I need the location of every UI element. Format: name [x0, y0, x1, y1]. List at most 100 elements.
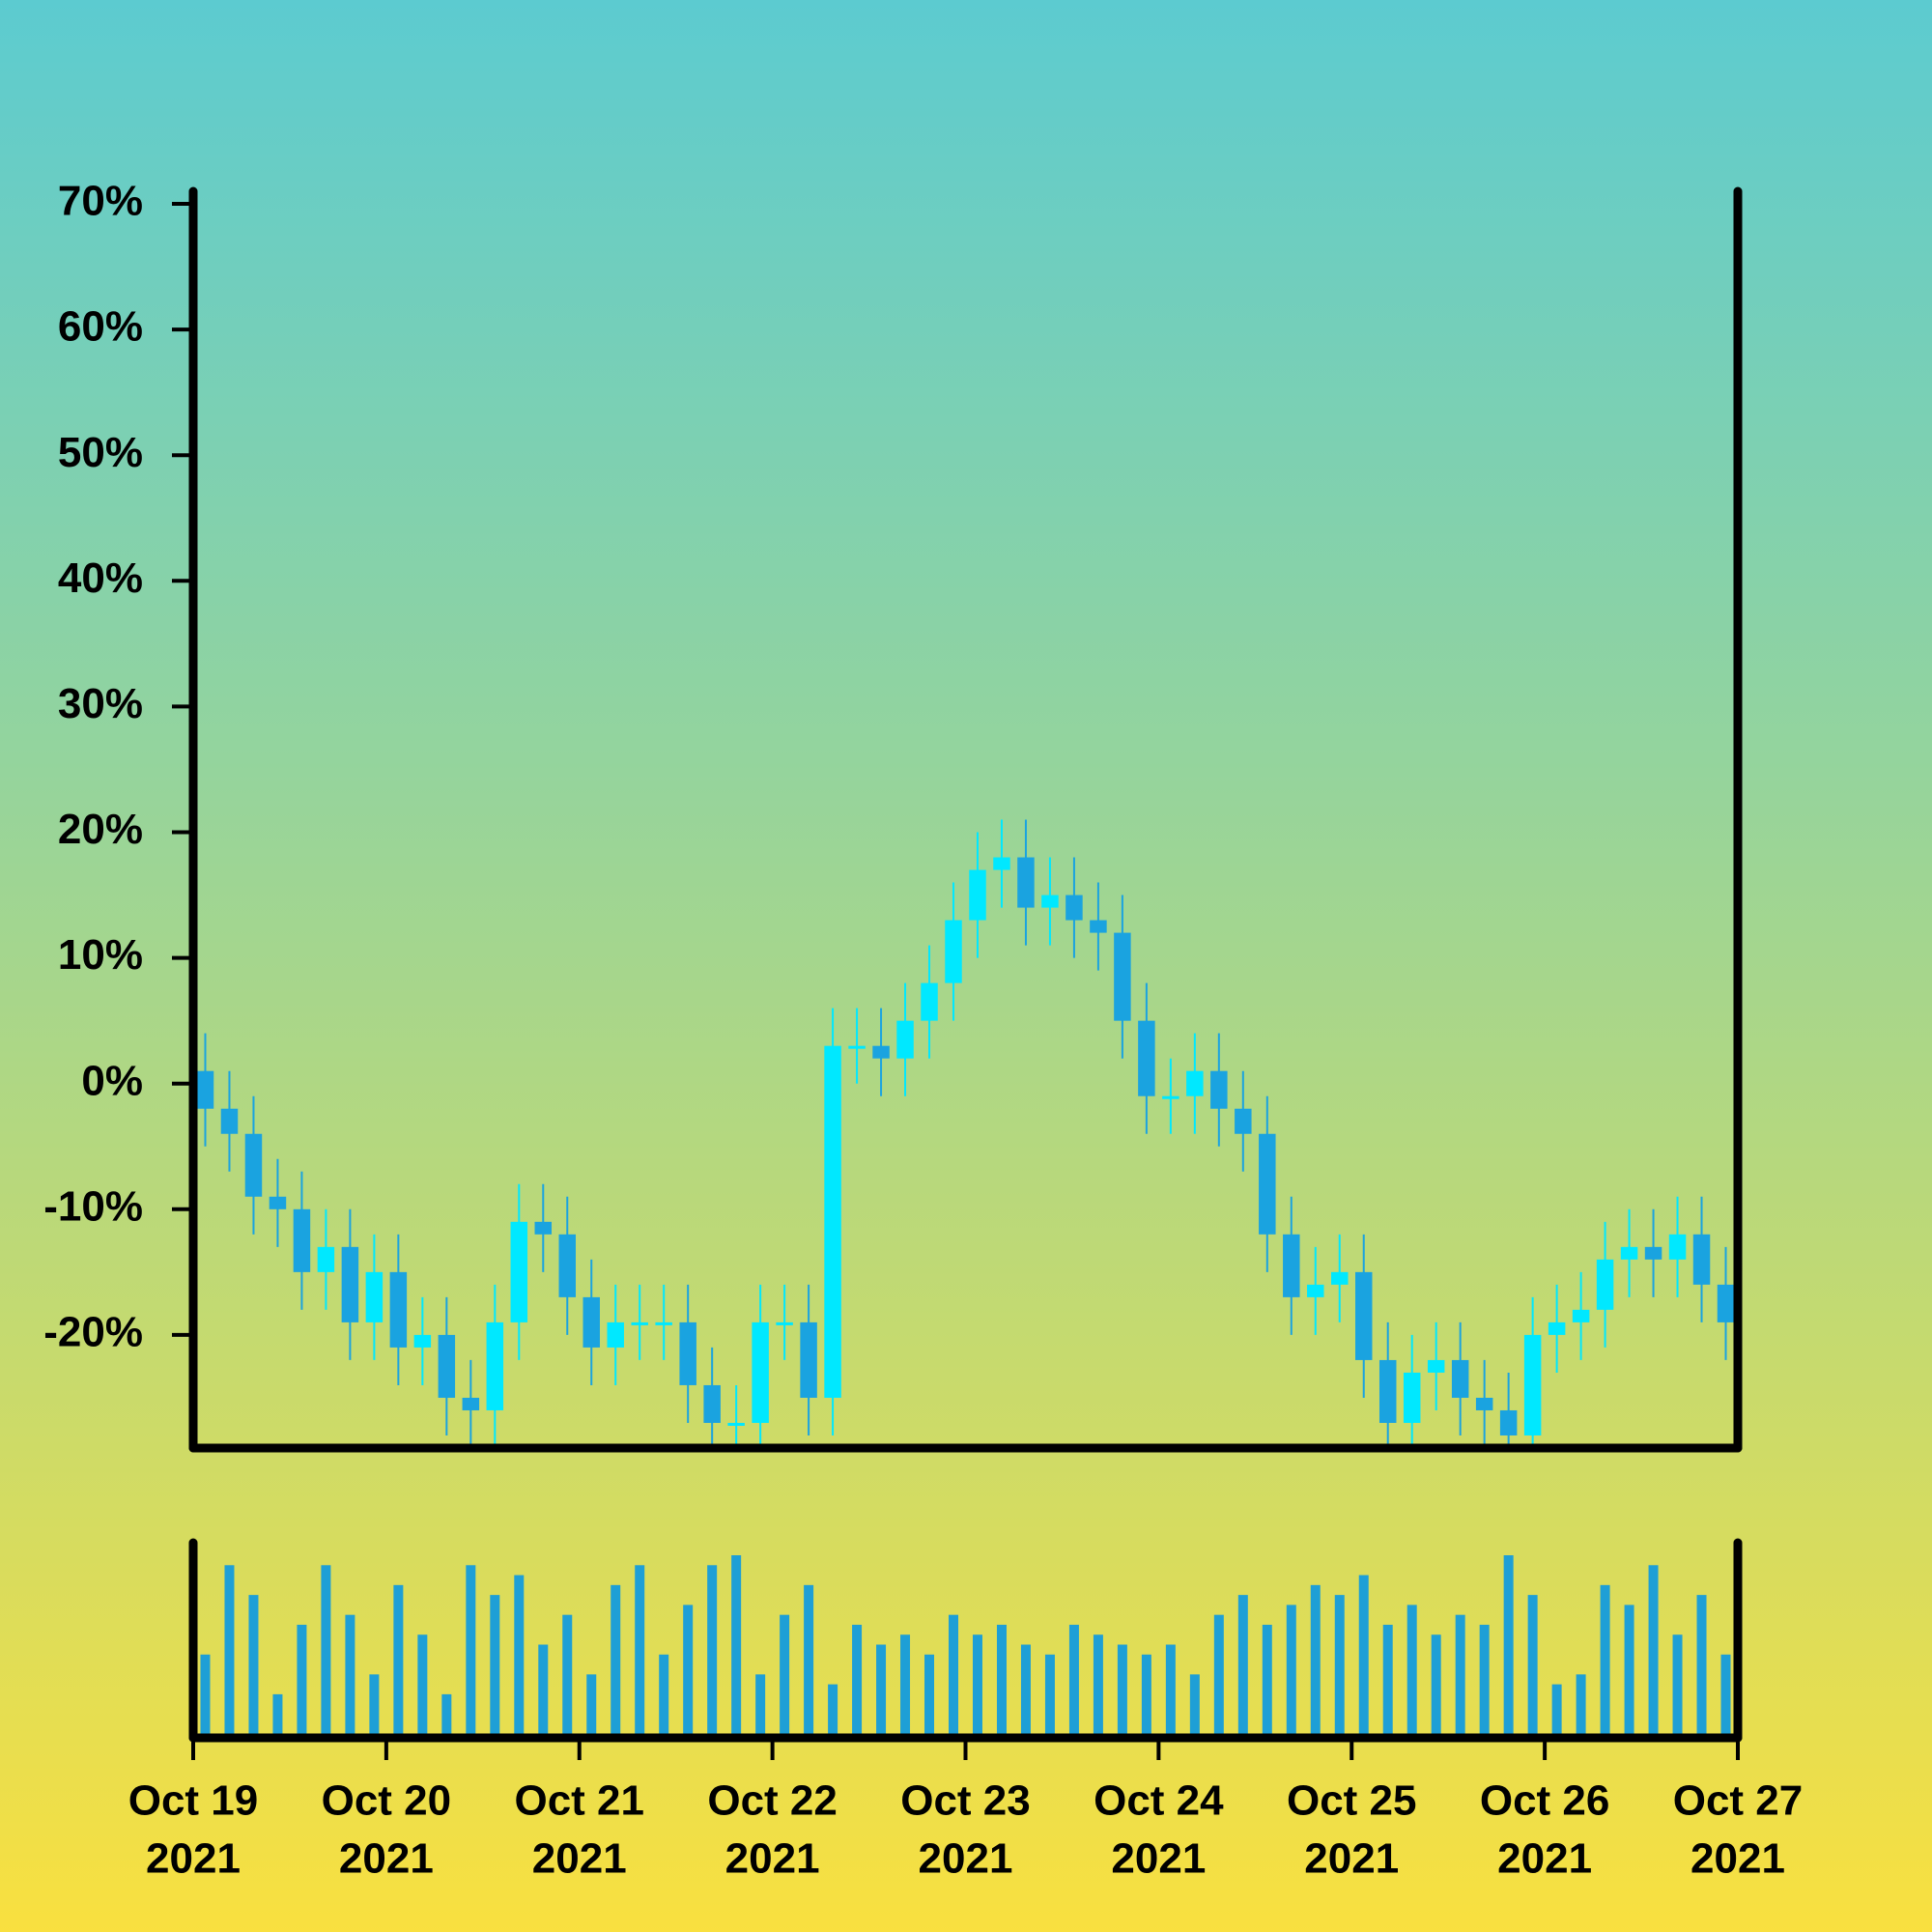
volume-bar	[804, 1584, 814, 1734]
volume-bar	[248, 1595, 259, 1734]
candle-body	[1041, 895, 1059, 908]
candle-body	[703, 1384, 721, 1423]
candle-body	[655, 1321, 672, 1325]
volume-bar	[345, 1614, 355, 1734]
y-tick-label: 40%	[58, 554, 143, 602]
candle-body	[752, 1321, 769, 1423]
candle-body	[1668, 1234, 1687, 1260]
x-tick-label: Oct 23	[900, 1777, 1031, 1825]
volume-bar	[1093, 1634, 1103, 1734]
volume-bar	[635, 1565, 645, 1734]
volume-bar	[1551, 1684, 1562, 1734]
x-tick-year: 2021	[1304, 1835, 1399, 1883]
candle-body	[220, 1108, 239, 1134]
x-tick-label: Oct 22	[707, 1777, 838, 1825]
volume-bar	[1310, 1584, 1321, 1734]
candle-body	[1065, 895, 1083, 921]
volume-bar	[514, 1575, 525, 1734]
volume-bar	[900, 1634, 911, 1734]
candle-body	[1138, 1020, 1155, 1096]
volume-bar	[996, 1624, 1007, 1734]
y-tick-label: 20%	[58, 806, 143, 853]
x-tick-year: 2021	[1497, 1835, 1592, 1883]
volume-bar	[1165, 1644, 1176, 1734]
volume-bar	[393, 1584, 404, 1734]
candle-body	[293, 1208, 311, 1272]
volume-bar	[1044, 1654, 1055, 1734]
candle-body	[438, 1334, 456, 1398]
candle-body	[582, 1296, 600, 1348]
x-tick-year: 2021	[919, 1835, 1013, 1883]
volume-bar	[1406, 1605, 1417, 1734]
candle-body	[1451, 1359, 1469, 1398]
volume-bar	[224, 1565, 235, 1734]
volume-bar	[1358, 1575, 1369, 1734]
candle-body	[848, 1045, 866, 1049]
x-tick-label: Oct 19	[128, 1777, 259, 1825]
x-tick-label: Oct 21	[514, 1777, 644, 1825]
candle-body	[558, 1234, 577, 1297]
x-tick-year: 2021	[339, 1835, 434, 1883]
volume-bar	[1286, 1605, 1296, 1734]
axes: -20% -10% 0% 10% 20% 30% 40% 50% 60% 70% Oct 19 202…	[43, 178, 1803, 1883]
candle-body	[727, 1422, 745, 1426]
candle-body	[389, 1271, 408, 1348]
volume-bar	[1648, 1565, 1659, 1734]
volume-bar	[1334, 1595, 1345, 1734]
candle-body	[1283, 1234, 1300, 1297]
volume-bar	[1020, 1644, 1031, 1734]
price-panel	[196, 819, 1735, 1448]
candle-body	[1499, 1409, 1518, 1435]
candle-body	[341, 1246, 359, 1322]
volume-bar	[972, 1634, 982, 1734]
volume-bar	[755, 1674, 766, 1734]
candle-body	[1114, 932, 1131, 1021]
candle-body	[679, 1321, 696, 1385]
candle-body	[1548, 1321, 1566, 1335]
candle-body	[1403, 1372, 1421, 1423]
candle-body	[1475, 1397, 1493, 1410]
candle-body	[969, 869, 986, 921]
volume-bar	[1672, 1634, 1683, 1734]
volume-bar	[1213, 1614, 1224, 1734]
candle-body	[1692, 1234, 1711, 1285]
candle-body	[1259, 1133, 1276, 1235]
y-tick-label: 50%	[58, 429, 143, 476]
candle-body	[1331, 1271, 1349, 1285]
candle-body	[1717, 1284, 1735, 1322]
volume-panel	[200, 1555, 1731, 1734]
candle-body	[196, 1070, 214, 1109]
candle-body	[1596, 1259, 1614, 1310]
x-tick-label: Oct 25	[1287, 1777, 1417, 1825]
volume-bar	[659, 1654, 669, 1734]
x-tick-year: 2021	[1111, 1835, 1206, 1883]
volume-bar	[297, 1624, 307, 1734]
volume-bar	[321, 1565, 331, 1734]
volume-bar	[1455, 1614, 1465, 1734]
candle-body	[631, 1321, 648, 1325]
candle-body	[1620, 1246, 1638, 1260]
candle-body	[1378, 1359, 1397, 1423]
volume-bar	[1576, 1674, 1586, 1734]
volume-bar	[707, 1565, 718, 1734]
candle-body	[800, 1321, 817, 1398]
candle-body	[510, 1221, 528, 1322]
candle-body	[486, 1321, 504, 1410]
volume-bar	[780, 1614, 790, 1734]
candle-body	[1235, 1108, 1252, 1134]
candle-body	[896, 1020, 914, 1059]
candle-body	[1427, 1359, 1445, 1373]
y-tick-label: 30%	[58, 680, 143, 727]
candle-body	[1644, 1246, 1662, 1260]
volume-bar	[949, 1614, 959, 1734]
candle-body	[1210, 1070, 1228, 1109]
candle-body	[993, 857, 1010, 870]
volume-bar	[490, 1595, 500, 1734]
candle-body	[1307, 1284, 1324, 1297]
y-tick-label: 10%	[58, 931, 143, 979]
volume-bar	[466, 1565, 476, 1734]
candle-body	[1186, 1070, 1204, 1096]
y-tick-label: 60%	[58, 303, 143, 351]
